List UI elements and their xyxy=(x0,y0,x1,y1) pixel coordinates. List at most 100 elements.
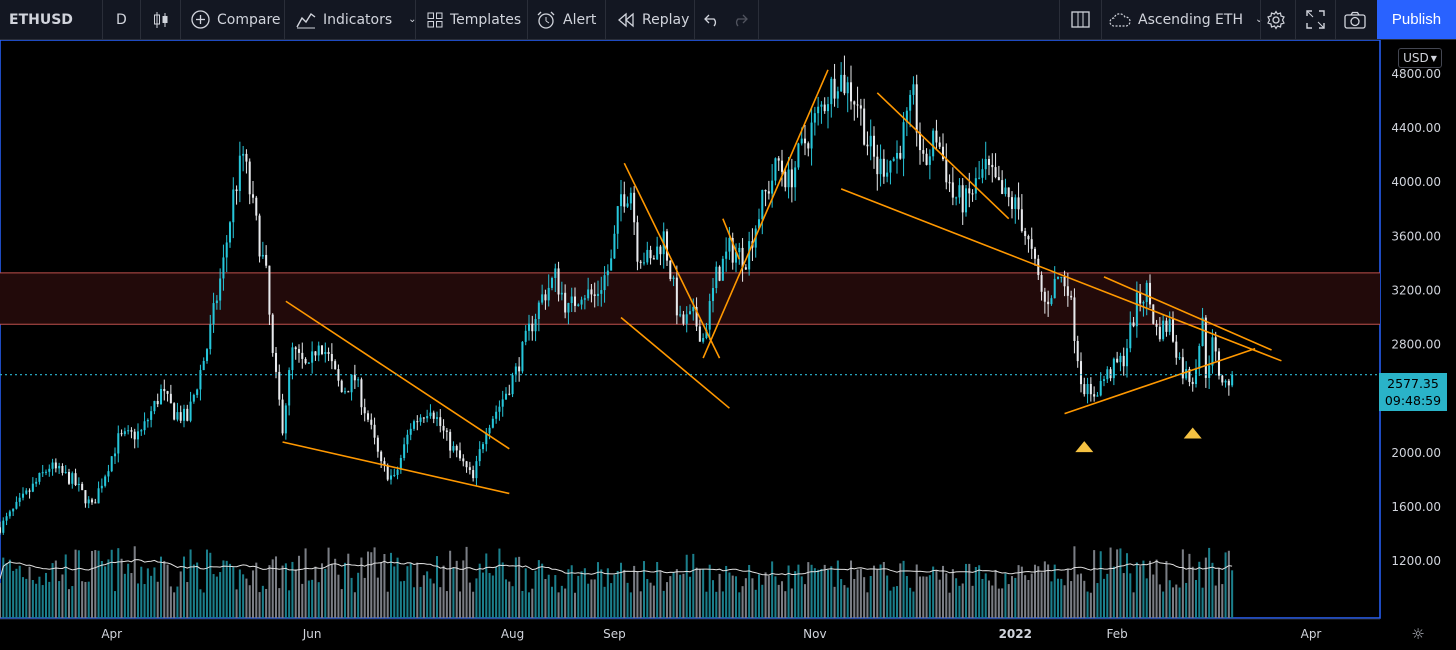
symbol-search[interactable]: ETHUSD xyxy=(9,0,73,39)
candle-body xyxy=(994,167,997,178)
volume-bar xyxy=(1217,568,1221,618)
volume-bar xyxy=(1027,579,1030,618)
volume-bar xyxy=(642,561,646,618)
chevron-down-icon[interactable]: ⌄ xyxy=(408,14,417,25)
currency-select[interactable]: USD ▼ xyxy=(1398,48,1442,68)
symbol-label: ETHUSD xyxy=(9,11,73,28)
candle-body xyxy=(665,231,669,261)
layout-select-button[interactable] xyxy=(1071,0,1090,39)
chevron-down-icon[interactable]: ⌄ xyxy=(1255,14,1263,25)
candle-body xyxy=(682,314,685,324)
candle-body xyxy=(1063,276,1066,287)
price-chart[interactable]: 1200.001600.002000.002400.002800.003200.… xyxy=(0,40,1456,650)
candle-body xyxy=(1010,197,1014,209)
volume-bar xyxy=(426,571,429,618)
candle-body xyxy=(133,431,136,440)
candle-body xyxy=(1142,302,1145,304)
templates-button[interactable]: Templates xyxy=(427,0,521,39)
candle-body xyxy=(889,160,892,173)
volume-bar xyxy=(301,583,304,618)
candle-body xyxy=(255,197,258,216)
volume-bar xyxy=(25,578,28,618)
volume-bar xyxy=(383,554,386,618)
candle-body xyxy=(886,172,889,177)
volume-bar xyxy=(636,572,639,618)
chart-type-button[interactable] xyxy=(152,0,170,39)
candle-body xyxy=(199,370,202,390)
candle-body xyxy=(51,462,54,469)
volume-bar xyxy=(968,563,971,618)
volume-bar xyxy=(1231,570,1234,618)
undo-button[interactable] xyxy=(704,0,720,39)
replay-button[interactable]: Replay xyxy=(617,0,689,39)
candle-body xyxy=(94,502,97,504)
axis-settings-button[interactable]: ☼ xyxy=(1380,618,1456,650)
y-tick-label: 4400.00 xyxy=(1391,121,1441,135)
volume-bar xyxy=(271,559,274,618)
volume-bar xyxy=(941,565,945,618)
candle-body xyxy=(399,458,402,470)
volume-bar xyxy=(432,583,435,618)
volume-bar xyxy=(1165,561,1168,618)
candle-body xyxy=(376,437,379,452)
candle-body xyxy=(1201,317,1204,347)
x-tick-label: Aug xyxy=(501,627,524,641)
fullscreen-button[interactable] xyxy=(1306,0,1325,39)
candle-body xyxy=(656,246,659,260)
candle-body xyxy=(603,275,606,291)
volume-bar xyxy=(711,580,715,618)
volume-bar xyxy=(465,546,468,618)
layout-name-button[interactable]: Ascending ETH ⌄ xyxy=(1109,0,1263,39)
alert-button[interactable]: Alert xyxy=(536,0,596,39)
redo-button[interactable] xyxy=(732,0,748,39)
candle-body xyxy=(205,349,209,361)
candle-body xyxy=(291,347,294,371)
candle-body xyxy=(406,434,409,445)
compare-button[interactable]: Compare xyxy=(191,0,281,39)
volume-bar xyxy=(225,560,228,618)
interval-button[interactable]: D xyxy=(116,0,127,39)
chart-frame[interactable]: 1200.001600.002000.002400.002800.003200.… xyxy=(0,40,1456,650)
volume-bar xyxy=(807,562,810,618)
candle-body xyxy=(610,258,613,271)
publish-button[interactable]: Publish xyxy=(1377,0,1456,39)
candle-body xyxy=(1175,341,1178,358)
settings-button[interactable] xyxy=(1266,0,1286,39)
candle-body xyxy=(189,401,192,421)
volume-bar xyxy=(416,562,419,618)
candle-body xyxy=(1073,297,1076,341)
grid-icon xyxy=(427,12,443,27)
candle-body xyxy=(534,318,537,332)
candle-body xyxy=(636,222,639,262)
volume-bar xyxy=(2,557,5,618)
volume-bar xyxy=(738,592,741,618)
candle-body xyxy=(481,444,485,450)
volume-bar xyxy=(583,568,586,618)
volume-bar xyxy=(399,581,402,618)
candle-body xyxy=(123,431,126,435)
candle-body xyxy=(761,189,764,220)
volume-bar xyxy=(577,575,580,618)
volume-bar xyxy=(1076,574,1079,618)
candle-body xyxy=(1204,317,1207,378)
volume-bar xyxy=(159,556,163,618)
candle-body xyxy=(64,471,67,473)
candle-body xyxy=(18,497,21,502)
snapshot-button[interactable] xyxy=(1344,0,1366,39)
last-price-value: 2577.35 xyxy=(1387,376,1439,391)
volume-bar xyxy=(51,563,54,618)
candle-body xyxy=(1211,337,1214,366)
candle-body xyxy=(987,159,991,165)
x-tick-label: Feb xyxy=(1107,627,1128,641)
indicators-button[interactable]: Indicators ⌄ xyxy=(296,0,417,39)
volume-bar xyxy=(439,587,442,618)
candle-body xyxy=(242,153,245,156)
y-tick-label: 2000.00 xyxy=(1391,446,1441,460)
volume-bar xyxy=(1079,573,1083,618)
candle-body xyxy=(1227,380,1230,386)
candle-body xyxy=(1122,355,1125,367)
candle-body xyxy=(669,260,672,280)
candle-body xyxy=(623,194,626,207)
candle-body xyxy=(113,453,117,457)
volume-bar xyxy=(393,566,396,618)
